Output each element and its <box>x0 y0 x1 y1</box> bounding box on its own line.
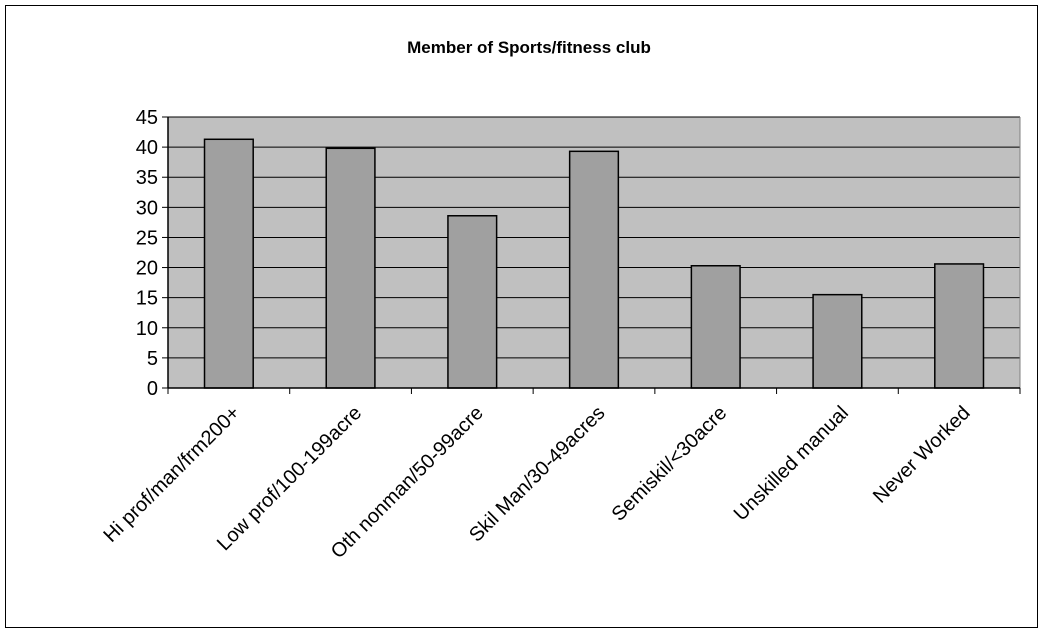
chart-title: Member of Sports/fitness club <box>407 38 651 57</box>
bars <box>203 138 985 389</box>
y-tick-label: 10 <box>136 318 158 340</box>
bar <box>812 293 863 389</box>
y-tick-label: 20 <box>136 258 158 280</box>
x-tick-label: Hi prof/man/frm200+ <box>100 402 245 547</box>
y-tick-label: 0 <box>147 378 158 400</box>
bar <box>447 215 498 389</box>
y-tick-label: 5 <box>147 348 158 370</box>
bar <box>325 147 376 389</box>
y-tick-label: 25 <box>136 227 158 249</box>
x-tick-labels: Hi prof/man/frm200+Low prof/100-199acreO… <box>100 402 975 563</box>
x-tick-label: Skil Man/30-49acres <box>465 402 609 546</box>
bar <box>203 138 254 389</box>
x-tick-label: Semiskil/<30acre <box>608 402 732 526</box>
y-tick-label: 15 <box>136 288 158 310</box>
y-tick-label: 30 <box>136 197 158 219</box>
bar <box>934 263 985 389</box>
x-tick-label: Unskilled manual <box>730 402 853 525</box>
y-tick-labels: 0 5 10 15 20 25 30 35 40 45 <box>136 107 158 400</box>
y-tick-label: 40 <box>136 137 158 159</box>
bar <box>690 264 741 389</box>
axes <box>162 116 1021 394</box>
y-tick-label: 45 <box>136 107 158 129</box>
bar <box>568 150 620 389</box>
x-tick-label: Never Worked <box>869 402 975 508</box>
y-tick-label: 35 <box>136 167 158 189</box>
